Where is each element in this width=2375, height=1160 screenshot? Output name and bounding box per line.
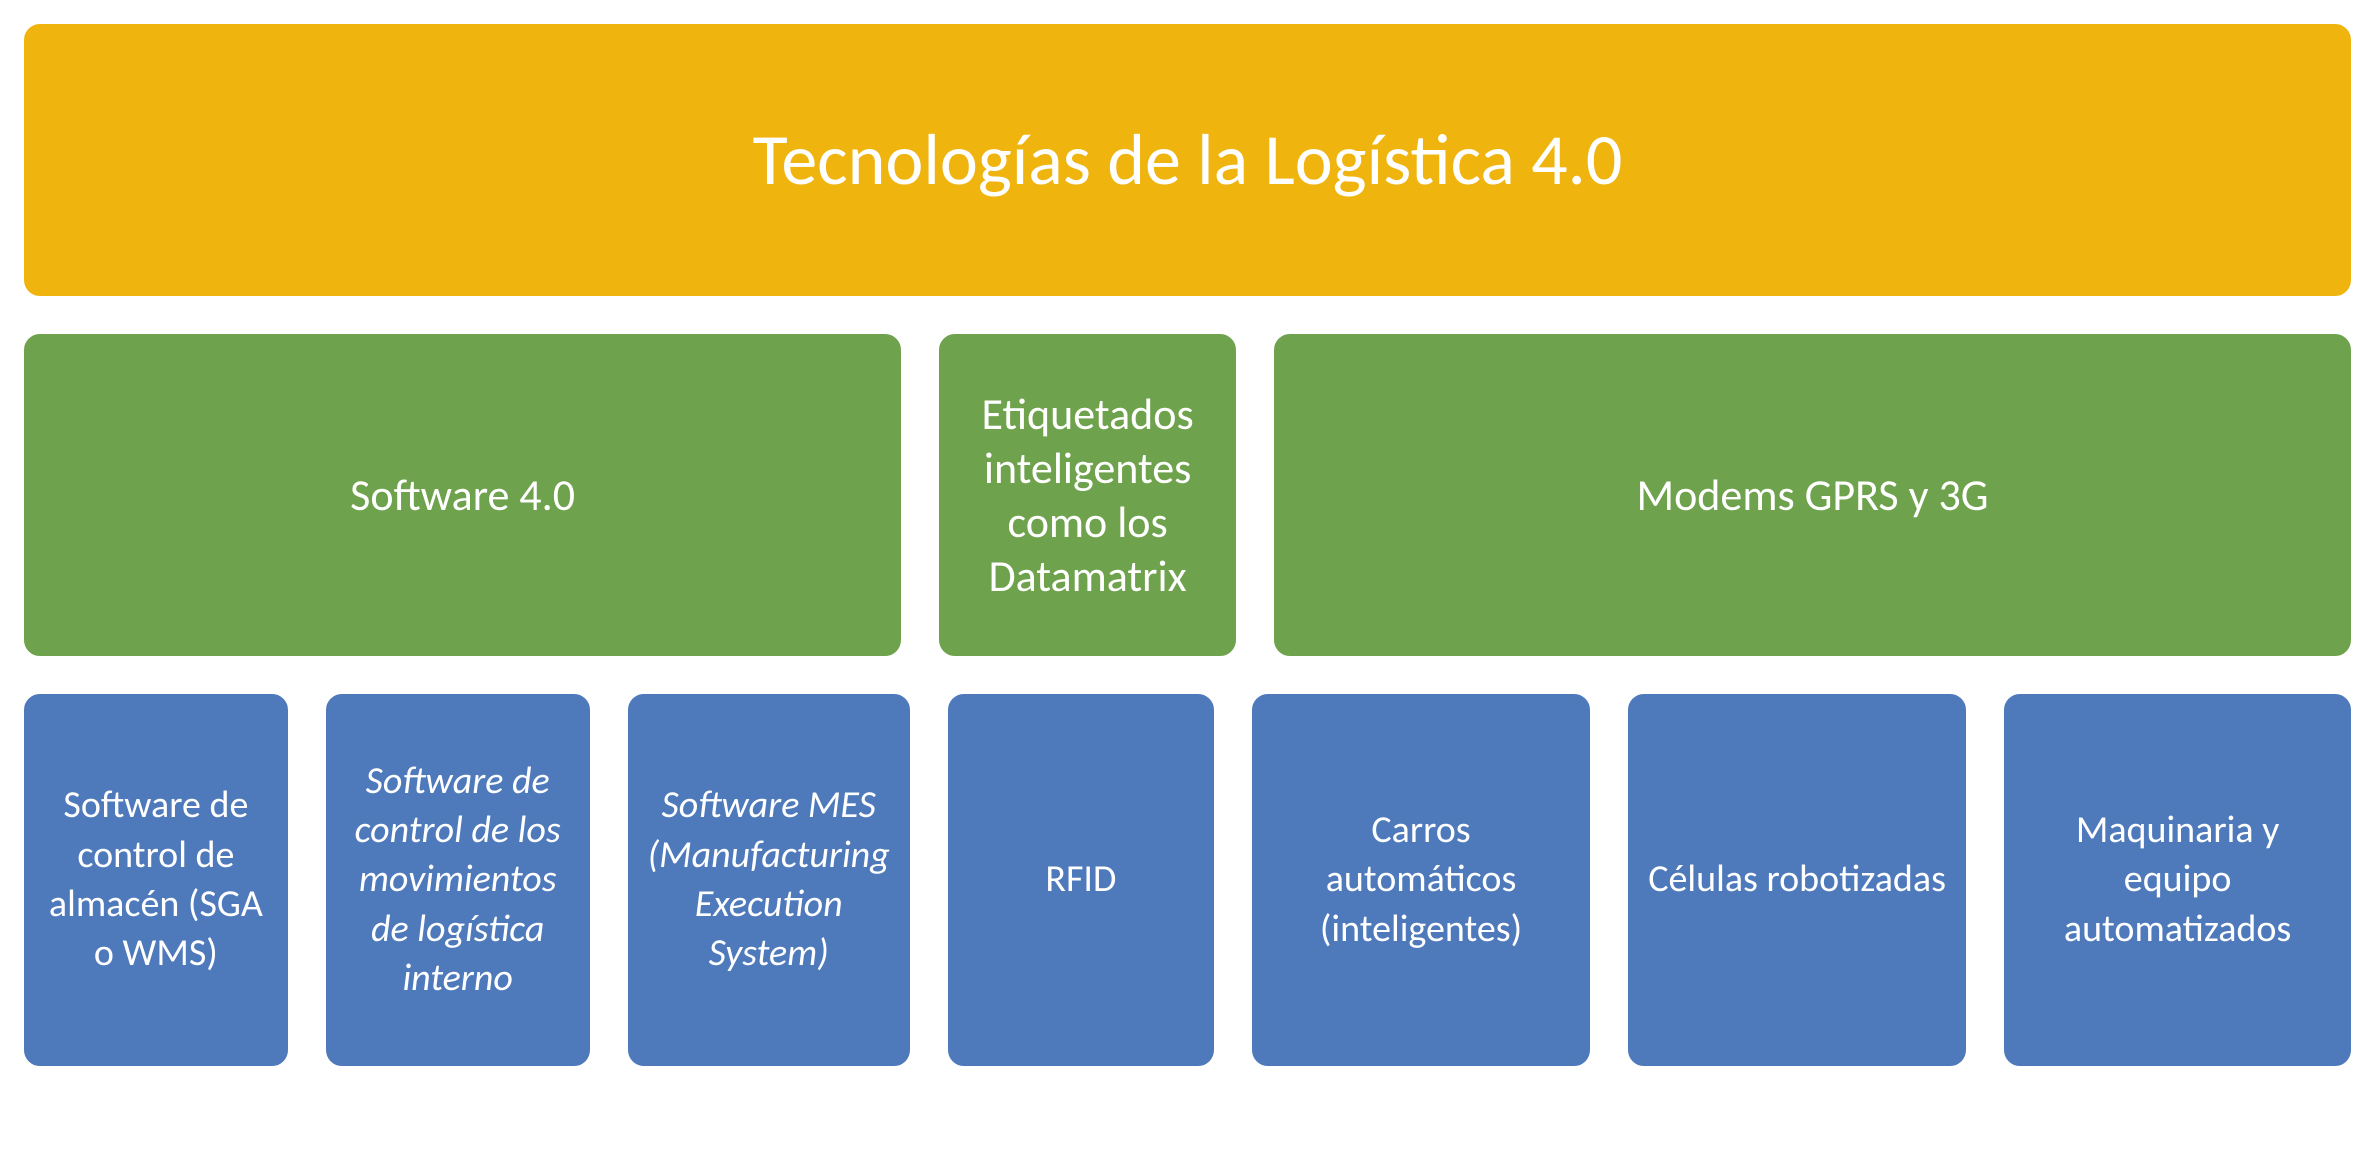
leaf-celulas: Células robotizadas [1624, 690, 1970, 1070]
leaf-maq: Maquinaria y equipo automatizados [2000, 690, 2355, 1070]
leaf-mes: Software MES (Manufacturing Execution Sy… [624, 690, 914, 1070]
diagram-container: Tecnologías de la Logística 4.0 Software… [20, 20, 2355, 1140]
mid-etiquetados: Etiquetados inteligentes como los Datama… [935, 330, 1240, 660]
group-etiquetados: RFID [944, 690, 1218, 1070]
bottom-row: Software de control de almacén (SGA o WM… [20, 690, 2355, 1070]
mid-modems: Modems GPRS y 3G [1270, 330, 2355, 660]
leaf-carros: Carros automáticos (inteligentes) [1248, 690, 1594, 1070]
group-modems: Carros automáticos (inteligentes) Célula… [1248, 690, 2355, 1070]
title-box: Tecnologías de la Logística 4.0 [20, 20, 2355, 300]
leaf-mov: Software de control de los movimientos d… [322, 690, 594, 1070]
mid-software40: Software 4.0 [20, 330, 905, 660]
leaf-sga: Software de control de almacén (SGA o WM… [20, 690, 292, 1070]
group-software40: Software de control de almacén (SGA o WM… [20, 690, 914, 1070]
mid-row: Software 4.0 Etiquetados inteligentes co… [20, 330, 2355, 660]
leaf-rfid: RFID [944, 690, 1218, 1070]
